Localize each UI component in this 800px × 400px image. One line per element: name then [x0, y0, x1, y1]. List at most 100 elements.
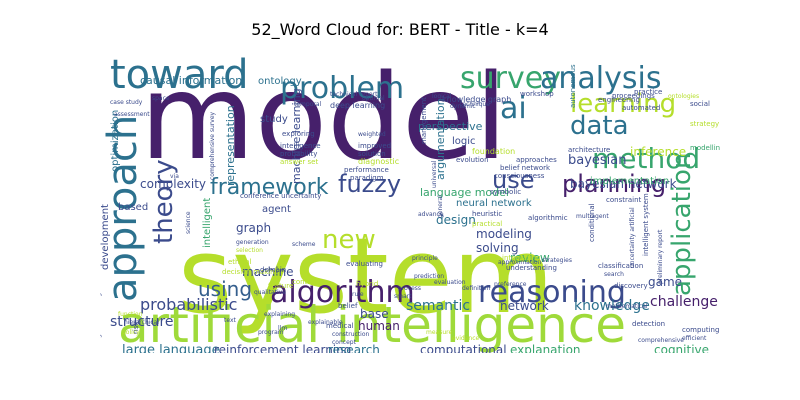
- chart-title: 52_Word Cloud for: BERT - Title - k=4: [251, 20, 549, 39]
- word-large-language: large language: [122, 343, 220, 353]
- word-deep-learning: deep learning: [330, 101, 385, 110]
- word-control: control: [292, 278, 316, 286]
- word-weighted: weighted: [358, 131, 386, 138]
- word-text: text: [224, 317, 236, 324]
- word-computational: computational: [420, 343, 507, 353]
- word-semantic: semantic: [406, 298, 470, 314]
- word-data: data: [570, 111, 629, 141]
- word-challenge: challenge: [650, 294, 718, 310]
- word-theory: theory: [149, 159, 179, 244]
- word-preliminary-report: preliminary report: [657, 229, 664, 284]
- word-concept: concept: [332, 339, 357, 346]
- word-modelling: modelling: [690, 144, 720, 152]
- word-method: method: [592, 142, 700, 175]
- word-foundation: foundation: [472, 147, 515, 156]
- word-review: review: [510, 251, 550, 265]
- word-planning: planning: [562, 170, 666, 198]
- word-measure: measure: [426, 329, 452, 336]
- word-model: model: [140, 48, 507, 186]
- word-process: process: [398, 285, 421, 292]
- word-probabilistic: probabilistic: [140, 295, 237, 314]
- word-optimization: optimization: [110, 110, 121, 172]
- word-modeling: modeling: [476, 227, 532, 241]
- word-policy: policy: [122, 329, 140, 336]
- word-hybrid: hybrid: [356, 280, 378, 288]
- word-via: via: [170, 173, 179, 180]
- word-probability: probability: [280, 150, 317, 158]
- word-intelligent-system: intelligent system: [642, 193, 650, 256]
- word-technical-report: technical report: [330, 91, 378, 98]
- word-understanding: understanding: [506, 264, 557, 272]
- word-knowledge: knowledge: [574, 298, 650, 314]
- word-based: based: [118, 202, 148, 213]
- word-detection: detection: [632, 320, 665, 328]
- word-explainable: explainable: [308, 319, 343, 326]
- word-constraint: constraint: [606, 196, 642, 204]
- word-classification: classification: [598, 262, 643, 270]
- word-feature: feature: [268, 282, 293, 290]
- word-management: management: [420, 97, 428, 144]
- word-principle: principle: [412, 255, 438, 262]
- word-optimal: optimal: [362, 95, 385, 102]
- word-construction: construction: [332, 331, 370, 338]
- word-explanation: explanation: [510, 343, 581, 353]
- word-social: social: [690, 100, 710, 108]
- word-representation: representation: [224, 105, 237, 186]
- word-smart: smart: [394, 293, 412, 300]
- word-using: using: [198, 277, 252, 301]
- word-artificial-intelligence: artificial intelligence: [118, 296, 626, 353]
- word-medical: medical: [326, 322, 354, 330]
- word-generation: generation: [236, 239, 269, 246]
- word-llm: llm: [278, 325, 287, 332]
- word-structure: structure: [110, 314, 174, 330]
- word-discovery: discovery: [614, 282, 648, 290]
- word-logic: logic: [452, 136, 476, 147]
- word-answer-set: answer set: [280, 158, 318, 166]
- word-practical: practical: [472, 220, 502, 228]
- word-computing: computing: [682, 326, 719, 334]
- word-survey: survey: [460, 61, 561, 96]
- word-agent: agent: [262, 204, 291, 215]
- word-technique: technique: [460, 101, 490, 108]
- word-symbolic: symbolic: [490, 188, 521, 196]
- word-solution: solution: [358, 150, 386, 158]
- word-causal-information: causal information: [140, 74, 242, 87]
- word-general: general: [437, 195, 444, 218]
- word-language-model: language model: [420, 186, 509, 199]
- word-automated: automated: [622, 104, 660, 112]
- word-universal: universal: [431, 160, 438, 188]
- word-ethical: ethical: [228, 258, 252, 266]
- word-heuristic: heuristic: [472, 210, 502, 218]
- word-complexity: complexity: [140, 177, 206, 191]
- word-new: new: [322, 225, 376, 255]
- word-uncertainty-artificial: uncertainty artificial: [629, 207, 636, 268]
- word-space: space: [152, 95, 170, 102]
- word-system: system: [178, 215, 554, 337]
- word-function: function: [118, 311, 143, 318]
- word-evaluating: evaluating: [346, 260, 383, 268]
- word-dynamic: dynamic: [450, 103, 476, 110]
- word-ontologies: ontologies: [668, 93, 699, 100]
- word-bayesian-network: bayesian network: [570, 177, 677, 191]
- word-development: development: [100, 204, 111, 270]
- word-temporal: temporal: [294, 101, 322, 108]
- word-network: network: [500, 299, 549, 313]
- word-selection: selection: [236, 247, 263, 254]
- word-ontology: ontology: [258, 76, 302, 87]
- word-scheme: scheme: [292, 241, 316, 248]
- word-engineering: engineering: [598, 96, 640, 104]
- word-assessment: assessment: [114, 111, 150, 118]
- word-architecture: architecture: [568, 146, 610, 154]
- word-comprehensive-survey: comprehensive survey: [209, 111, 216, 180]
- word-explaining: explaining: [264, 311, 295, 318]
- word-program: program: [258, 329, 284, 336]
- word-efficient: efficient: [682, 335, 707, 342]
- word-logical: logical: [432, 93, 452, 100]
- word-study: study: [260, 114, 288, 125]
- word-intelligence: intelligence: [280, 142, 321, 150]
- word-qualitative: qualitative: [254, 289, 286, 296]
- word-practice: practice: [634, 88, 662, 96]
- word-definition: definition: [462, 285, 490, 292]
- word-hierarchical: hierarchical: [124, 319, 159, 326]
- word-problem: problem: [280, 71, 404, 106]
